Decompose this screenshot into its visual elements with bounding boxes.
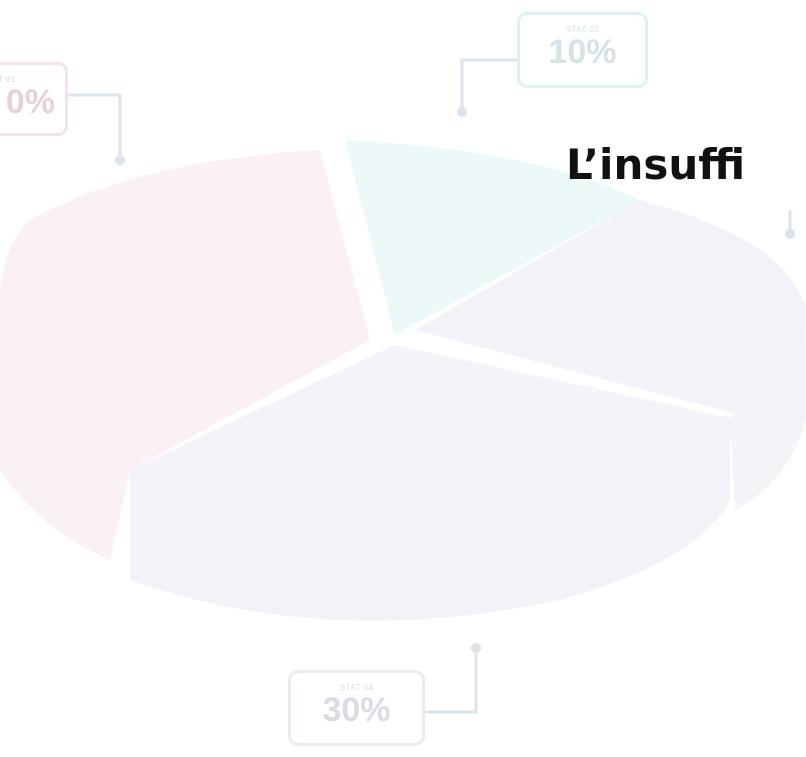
stat-value: 30% <box>322 691 391 729</box>
stat-value: 0% <box>5 83 55 121</box>
stat-box: STAT 02 10% <box>517 12 648 88</box>
stat-box: STAT 04 30% <box>288 670 425 746</box>
heading: L’insuffi <box>566 140 746 189</box>
stat-value: 10% <box>548 33 617 71</box>
stat-label: STAT 02 <box>565 25 600 34</box>
stat-box: STAT 01 0% <box>0 62 68 136</box>
stat-label: STAT 04 <box>339 683 374 692</box>
stat-label: STAT 01 <box>0 75 16 84</box>
